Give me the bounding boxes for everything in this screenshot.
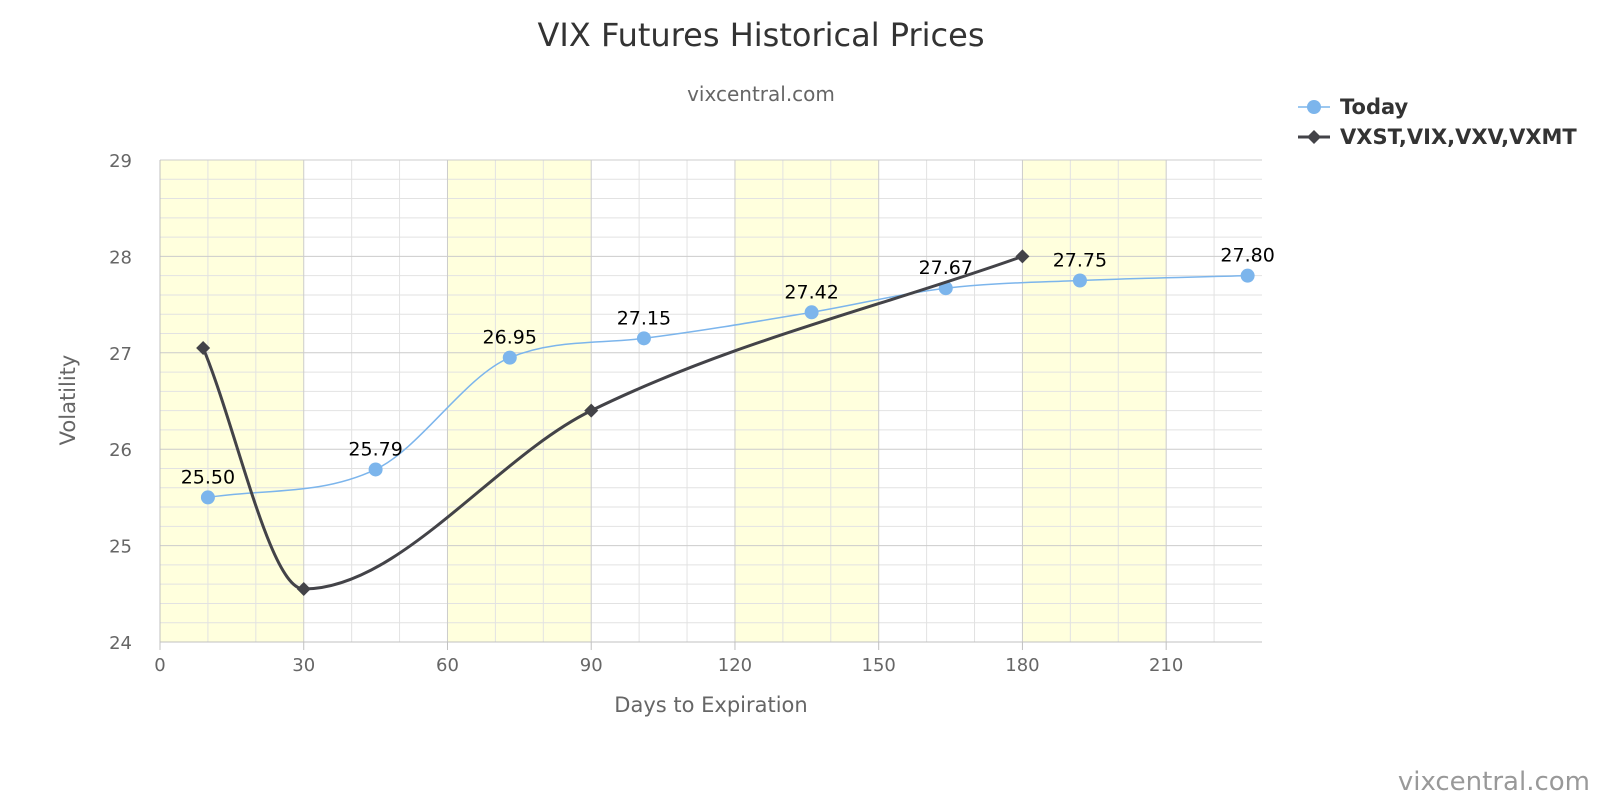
data-label: 27.15 <box>617 307 671 329</box>
today-point[interactable] <box>804 305 819 320</box>
data-label: 27.80 <box>1220 245 1274 267</box>
x-tick-label: 60 <box>436 655 459 676</box>
data-label: 27.75 <box>1053 250 1107 272</box>
y-axis-title: Volatility <box>56 355 80 446</box>
data-label: 27.42 <box>784 281 838 303</box>
data-label: 25.50 <box>181 466 235 488</box>
indices-point[interactable] <box>584 403 599 418</box>
x-tick-label: 90 <box>580 655 603 676</box>
today-point[interactable] <box>1072 273 1087 288</box>
y-tick-label: 26 <box>109 440 132 461</box>
indices-point[interactable] <box>196 340 211 355</box>
plot-band <box>1022 160 1167 642</box>
y-tick-label: 25 <box>109 537 132 558</box>
data-label: 25.79 <box>348 438 402 460</box>
plot-band <box>734 160 879 642</box>
data-label: 27.67 <box>919 257 973 279</box>
indices-point[interactable] <box>1015 249 1030 264</box>
today-point[interactable] <box>1240 268 1255 283</box>
y-tick-label: 28 <box>109 247 132 268</box>
x-tick-label: 180 <box>1005 655 1039 676</box>
today-point[interactable] <box>368 462 383 477</box>
today-point[interactable] <box>636 331 651 346</box>
legend-item-label[interactable]: VXST,VIX,VXV,VXMT <box>1340 125 1577 149</box>
y-tick-label: 24 <box>109 633 132 654</box>
legend-marker[interactable] <box>1307 100 1321 114</box>
x-axis-title: Days to Expiration <box>614 693 807 717</box>
x-tick-label: 30 <box>292 655 315 676</box>
x-tick-label: 0 <box>154 655 165 676</box>
x-tick-label: 120 <box>718 655 752 676</box>
today-point[interactable] <box>502 350 517 365</box>
today-point[interactable] <box>200 490 215 505</box>
chart-title: VIX Futures Historical Prices <box>538 16 985 54</box>
series-line-indices <box>201 254 1023 591</box>
legend: Today VXST,VIX,VXV,VXMT <box>1298 95 1577 149</box>
plot-band <box>447 160 592 642</box>
legend-marker[interactable] <box>1307 130 1321 144</box>
x-tick-label: 150 <box>862 655 896 676</box>
y-tick-label: 29 <box>109 151 132 172</box>
x-tick-label: 210 <box>1149 655 1183 676</box>
data-label: 26.95 <box>483 327 537 349</box>
legend-item-label[interactable]: Today <box>1340 95 1409 119</box>
chart-subtitle: vixcentral.com <box>687 82 835 106</box>
y-tick-label: 27 <box>109 344 132 365</box>
chart-credit[interactable]: vixcentral.com <box>1398 767 1590 797</box>
indices-point[interactable] <box>296 581 311 596</box>
